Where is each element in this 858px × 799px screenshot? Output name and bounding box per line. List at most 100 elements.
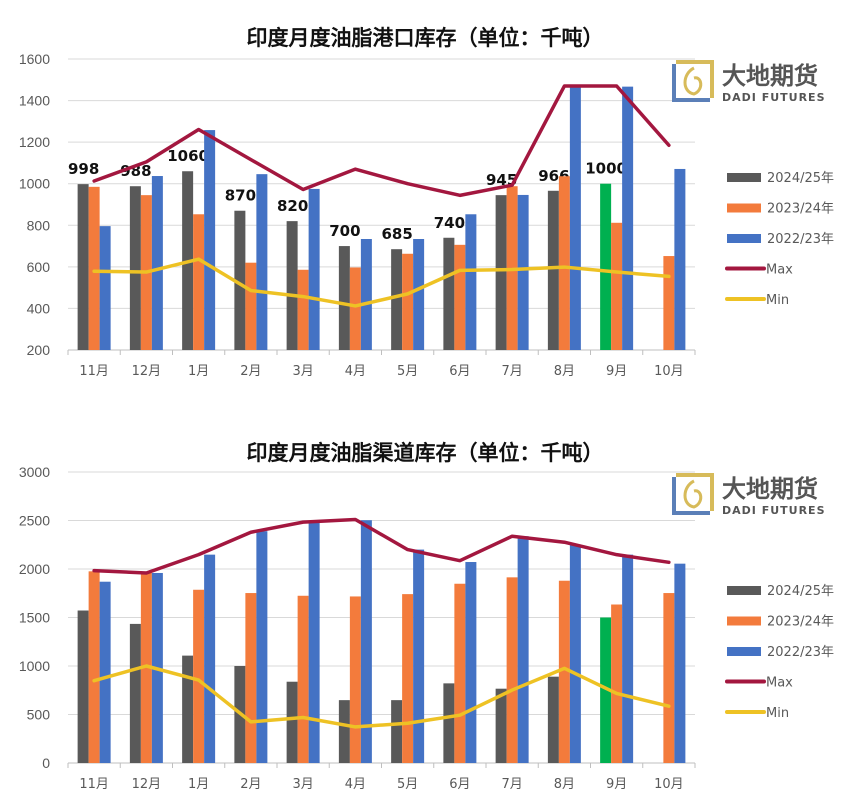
bar-202223-11 (674, 563, 686, 763)
legend-swatch (727, 586, 761, 595)
bar-202425-2 (182, 655, 194, 763)
bar-202324-5 (349, 596, 361, 763)
bar-202324-9 (558, 580, 570, 763)
bar-202425-10 (600, 183, 612, 350)
bar-202324-3 (245, 593, 257, 763)
legend-label: Min (766, 706, 789, 721)
bar-202223-7 (465, 562, 477, 763)
bar-202425-6 (391, 700, 403, 763)
bar-202223-11 (674, 168, 686, 350)
logo-mark (676, 60, 714, 98)
port-inventory-chart: 印度月度油脂港口库存（单位：千吨） 200 400 600 800 1000 1200 140… (19, 25, 834, 379)
bar-202223-3 (256, 531, 268, 763)
x-tick-label: 11月 (79, 364, 109, 379)
bar-202425-3 (234, 210, 246, 350)
logo-mark (683, 479, 703, 509)
bar-202324-4 (297, 269, 309, 350)
y-tick-label: 2000 (19, 561, 50, 577)
y-tick-label: 1000 (19, 658, 50, 674)
bar-202324-6 (402, 594, 414, 763)
chart-title: 印度月度油脂渠道库存（单位：千吨） (247, 440, 604, 465)
bar-202425-0 (77, 610, 89, 763)
x-tick-label: 1月 (188, 364, 209, 379)
legend-label: 2024/25年 (767, 584, 834, 599)
bar-202425-1 (129, 623, 141, 763)
bar-202223-9 (569, 86, 581, 351)
x-tick-label: 8月 (554, 364, 575, 379)
bar-202324-7 (454, 583, 466, 763)
bar-202223-2 (204, 554, 216, 763)
logo-mark (672, 64, 710, 102)
x-tick-label: 10月 (654, 364, 684, 379)
bar-202425-6 (391, 249, 403, 350)
x-tick-label: 2月 (240, 777, 261, 792)
bar-202223-1 (151, 176, 163, 350)
x-tick-label: 9月 (606, 777, 627, 792)
bar-202223-0 (99, 226, 111, 350)
bar-202324-3 (245, 262, 257, 350)
bar-202425-5 (338, 700, 350, 763)
data-label: 870 (225, 187, 256, 205)
x-tick-label: 3月 (292, 777, 313, 792)
y-tick-label: 1600 (19, 51, 50, 67)
legend-label: Min (766, 293, 789, 308)
line-max (92, 84, 671, 198)
y-tick-label: 1200 (19, 134, 50, 150)
bar-202324-1 (140, 572, 152, 763)
data-label: 820 (277, 197, 308, 215)
x-tick-label: 4月 (345, 777, 366, 792)
data-label: 740 (434, 214, 465, 232)
legend-swatch (727, 203, 761, 213)
bar-202223-8 (517, 536, 529, 763)
bar-202324-6 (402, 253, 414, 350)
legend-swatch (727, 647, 761, 656)
bar-202425-5 (338, 246, 350, 350)
bar-202324-2 (193, 589, 205, 763)
y-tick-label: 500 (27, 707, 51, 723)
legend-swatch (727, 173, 761, 182)
legend-swatch (727, 234, 761, 243)
bar-202223-3 (256, 174, 268, 350)
x-tick-label: 5月 (397, 777, 418, 792)
data-label: 988 (120, 162, 151, 180)
bar-202425-1 (129, 186, 141, 350)
legend-label: 2023/24年 (767, 202, 834, 217)
x-tick-label: 12月 (132, 364, 162, 379)
x-tick-label: 6月 (449, 777, 470, 792)
bar-202324-8 (506, 577, 518, 763)
x-tick-label: 7月 (501, 777, 522, 792)
data-label: 700 (329, 222, 360, 240)
data-label: 1060 (167, 147, 209, 165)
logo-mark (672, 477, 710, 515)
bar-202425-7 (443, 237, 455, 350)
legend-label: Max (766, 676, 793, 691)
bar-202425-8 (495, 688, 507, 763)
bar-202425-10 (600, 617, 612, 763)
bar-202223-4 (308, 521, 320, 763)
line-max (92, 517, 671, 575)
bar-202425-7 (443, 683, 455, 763)
x-tick-label: 9月 (606, 364, 627, 379)
line-min (92, 257, 671, 308)
logo-mark (683, 66, 703, 96)
bar-202223-9 (569, 544, 581, 763)
x-tick-label: 4月 (345, 364, 366, 379)
y-tick-label: 800 (27, 217, 51, 233)
y-tick-label: 1500 (19, 610, 50, 626)
bar-202324-0 (88, 571, 100, 763)
line-min (92, 664, 671, 729)
bar-202324-0 (88, 186, 100, 350)
y-tick-label: 1000 (19, 176, 50, 192)
y-tick-label: 1400 (19, 93, 50, 109)
bar-202324-7 (454, 244, 466, 350)
x-tick-label: 6月 (449, 364, 470, 379)
y-tick-label: 3000 (19, 464, 50, 480)
bar-202223-0 (99, 581, 111, 763)
bar-202223-10 (622, 554, 634, 763)
bar-202223-2 (204, 130, 216, 350)
y-tick-label: 0 (42, 755, 50, 771)
bar-202223-8 (517, 194, 529, 350)
